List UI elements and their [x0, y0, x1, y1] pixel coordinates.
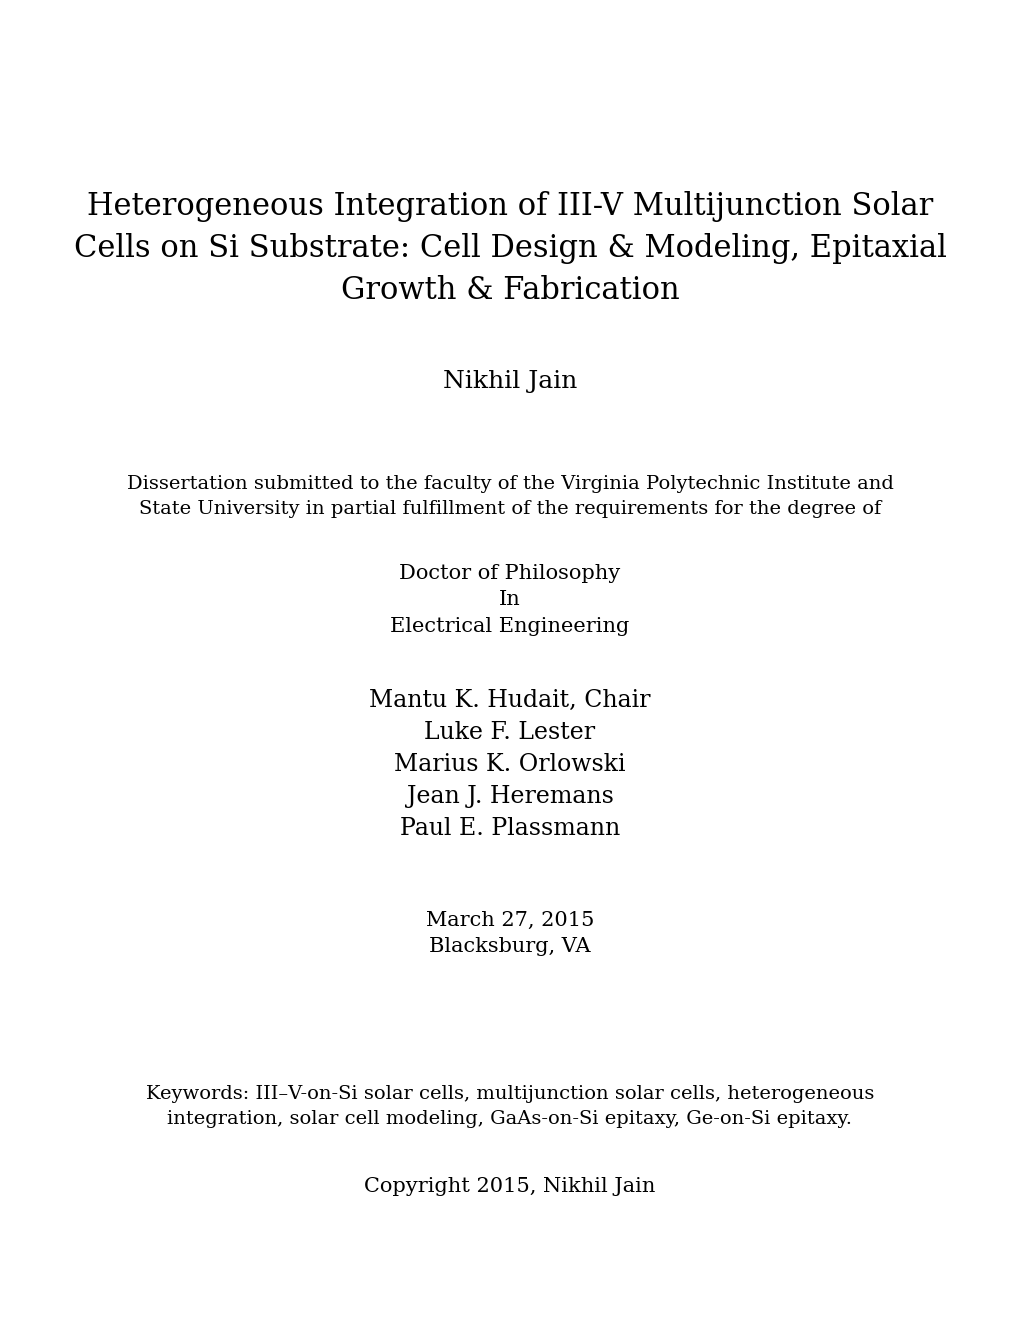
- Text: Keywords: III–V-on-Si solar cells, multijunction solar cells, heterogeneous
inte: Keywords: III–V-on-Si solar cells, multi…: [146, 1085, 873, 1129]
- Text: March 27, 2015
Blacksburg, VA: March 27, 2015 Blacksburg, VA: [425, 911, 594, 956]
- Text: Mantu K. Hudait, Chair
Luke F. Lester
Marius K. Orlowski
Jean J. Heremans
Paul E: Mantu K. Hudait, Chair Luke F. Lester Ma…: [369, 689, 650, 840]
- Text: Copyright 2015, Nikhil Jain: Copyright 2015, Nikhil Jain: [364, 1177, 655, 1196]
- Text: Dissertation submitted to the faculty of the Virginia Polytechnic Institute and
: Dissertation submitted to the faculty of…: [126, 475, 893, 519]
- Text: Nikhil Jain: Nikhil Jain: [442, 370, 577, 392]
- Text: Doctor of Philosophy
In
Electrical Engineering: Doctor of Philosophy In Electrical Engin…: [390, 564, 629, 636]
- Text: Heterogeneous Integration of III-V Multijunction Solar
Cells on Si Substrate: Ce: Heterogeneous Integration of III-V Multi…: [73, 191, 946, 306]
